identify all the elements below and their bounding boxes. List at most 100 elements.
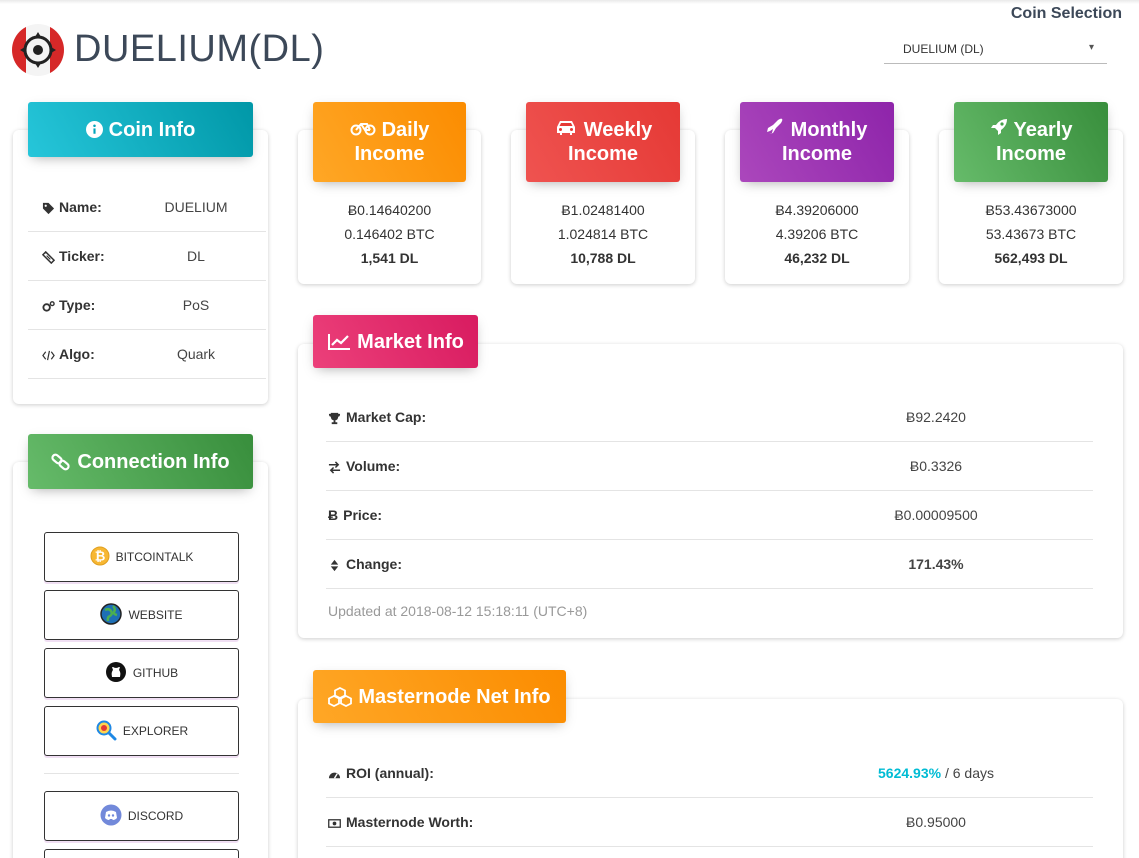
ticker-value: DL (187, 248, 205, 264)
algo-value: Quark (176, 346, 216, 362)
daily-title-line2: Income (354, 143, 425, 165)
code-icon (42, 346, 55, 362)
cubes-icon (328, 686, 353, 707)
weekly-coin-amount: 10,788 DL (570, 250, 636, 266)
name-label: Name: (59, 199, 102, 215)
coin-info-row-ticker: Ticker: DL (28, 232, 266, 281)
tag-icon (42, 199, 55, 215)
masternode-info-title: Masternode Net Info (358, 685, 551, 708)
price-value: Ƀ0.00009500 (894, 507, 978, 523)
ticket-icon (42, 248, 55, 264)
name-value: DUELIUM (164, 199, 228, 215)
daily-btc-value: Ƀ0.14640200 (347, 202, 432, 218)
yearly-title-line1: Yearly (1013, 119, 1073, 141)
discord-icon (100, 804, 122, 829)
masternode-row-roi: ROI (annual): 5624.93% / 6 days (326, 749, 1093, 798)
yearly-btc-value: Ƀ53.43673000 (985, 202, 1077, 218)
market-row-change: Change: 171.43% (326, 540, 1093, 589)
roi-value-wrap: 5624.93% / 6 days (756, 765, 1116, 781)
bitcointalk-label: BITCOINTALK (115, 550, 194, 564)
masternode-worth-label: Masternode Worth: (346, 814, 474, 830)
market-updated-text: Updated at 2018-08-12 15:18:11 (UTC+8) (328, 603, 588, 619)
btc-icon: Ƀ (328, 507, 339, 523)
sort-icon (328, 556, 341, 572)
explorer-label: EXPLORER (122, 724, 189, 738)
market-info-card: Market Cap: Ƀ92.2420 Volume: Ƀ0.3326 Ƀ Pr… (298, 344, 1123, 638)
masternode-info-card: ROI (annual): 5624.93% / 6 days Masterno… (298, 699, 1123, 858)
monthly-btc-text: 4.39206 BTC (775, 226, 859, 242)
yearly-coin-amount: 562,493 DL (994, 250, 1068, 266)
explorer-button[interactable]: EXPLORER (44, 706, 239, 756)
money-icon (328, 814, 341, 830)
market-cap-label: Market Cap: (346, 409, 427, 425)
duelium-logo (12, 24, 64, 76)
type-value: PoS (182, 297, 210, 313)
masternode-info-header: Masternode Net Info (313, 670, 566, 723)
monthly-income-header: Monthly Income (740, 102, 894, 182)
github-icon (105, 661, 127, 686)
coin-info-card (13, 130, 268, 404)
chevron-down-icon: ▾ (1088, 42, 1094, 53)
website-button[interactable]: WEBSITE (44, 590, 239, 640)
explorer-icon (95, 719, 117, 744)
svg-text:₿: ₿ (94, 549, 105, 564)
discord-label: DISCORD (127, 809, 184, 823)
coin-info-row-algo: Algo: Quark (28, 330, 266, 379)
market-info-header: Market Info (313, 315, 478, 368)
discord-button[interactable]: DISCORD (44, 791, 239, 841)
weekly-btc-value: Ƀ1.02481400 (561, 202, 645, 218)
market-cap-value: Ƀ92.2420 (906, 409, 966, 425)
yearly-btc-text: 53.43673 BTC (985, 226, 1077, 242)
bitcoin-icon: ₿ (90, 546, 110, 569)
yearly-title-line2: Income (995, 143, 1067, 165)
coin-info-header: Coin Info (28, 102, 253, 157)
connection-info-header: Connection Info (28, 434, 253, 489)
coin-info-row-type: Type: PoS (28, 281, 266, 330)
globe-icon (100, 602, 123, 628)
volume-value: Ƀ0.3326 (909, 458, 963, 474)
volume-label: Volume: (346, 458, 401, 474)
weekly-btc-text: 1.024814 BTC (557, 226, 649, 242)
roi-value: 5624.93% (878, 765, 942, 781)
masternode-row-worth: Masternode Worth: Ƀ0.95000 (326, 798, 1093, 847)
daily-btc-text: 0.146402 BTC (344, 226, 435, 242)
bicycle-icon (350, 120, 376, 136)
change-value: 171.43% (908, 556, 964, 572)
coin-info-title: Coin Info (108, 118, 196, 141)
github-label: GITHUB (132, 666, 179, 680)
coin-info-row-name: Name: DUELIUM (28, 183, 266, 232)
market-row-cap: Market Cap: Ƀ92.2420 (326, 393, 1093, 442)
connection-divider (44, 773, 239, 774)
price-label: Price: (343, 507, 383, 523)
rocket-icon (990, 118, 1008, 136)
weekly-title-line1: Weekly (583, 119, 653, 141)
weekly-title-line2: Income (567, 143, 639, 165)
algo-label: Algo: (59, 346, 95, 362)
car-icon (554, 118, 578, 136)
bitcointalk-button[interactable]: ₿ BITCOINTALK (44, 532, 239, 582)
next-connection-button[interactable] (44, 849, 239, 858)
website-label: WEBSITE (128, 608, 183, 622)
plane-icon (766, 118, 785, 136)
page-title: DUELIUM(DL) (74, 28, 325, 70)
coin-select-value: DUELIUM (DL) (903, 42, 984, 56)
connection-info-title: Connection Info (77, 450, 230, 473)
exchange-icon (328, 458, 341, 474)
monthly-title-line1: Monthly (790, 119, 868, 141)
market-info-title: Market Info (357, 330, 464, 353)
roi-suffix: / 6 days (941, 765, 994, 781)
github-button[interactable]: GITHUB (44, 648, 239, 698)
monthly-coin-amount: 46,232 DL (784, 250, 850, 266)
daily-coin-amount: 1,541 DL (360, 250, 419, 266)
market-row-price: Ƀ Price: Ƀ0.00009500 (326, 491, 1093, 540)
roi-label: ROI (annual): (346, 765, 434, 781)
coin-select-dropdown[interactable]: DUELIUM (DL) ▾ (884, 38, 1107, 64)
market-row-volume: Volume: Ƀ0.3326 (326, 442, 1093, 491)
type-label: Type: (59, 297, 96, 313)
ticker-label: Ticker: (59, 248, 105, 264)
coin-selection-label: Coin Selection (1010, 5, 1122, 22)
daily-income-header: Daily Income (313, 102, 466, 182)
change-label: Change: (346, 556, 402, 572)
tachometer-icon (328, 765, 341, 781)
cogs-icon (42, 297, 55, 313)
